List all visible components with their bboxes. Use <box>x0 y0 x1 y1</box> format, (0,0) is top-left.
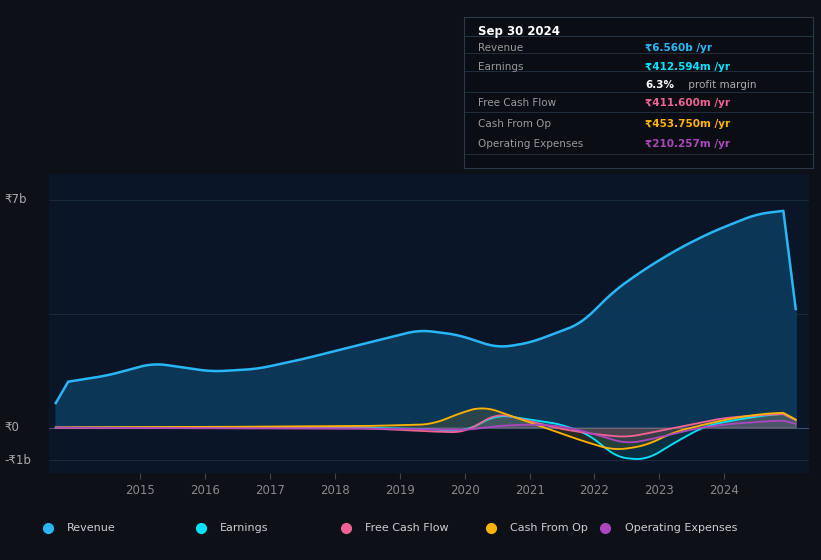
Text: ₹6.560b /yr: ₹6.560b /yr <box>645 43 713 53</box>
Text: Sep 30 2024: Sep 30 2024 <box>478 25 560 38</box>
Text: ₹7b: ₹7b <box>4 193 26 206</box>
Text: Free Cash Flow: Free Cash Flow <box>365 523 448 533</box>
Text: Operating Expenses: Operating Expenses <box>625 523 737 533</box>
Text: Free Cash Flow: Free Cash Flow <box>478 99 556 109</box>
Text: ₹0: ₹0 <box>4 421 19 434</box>
Text: ₹411.600m /yr: ₹411.600m /yr <box>645 99 731 109</box>
Text: Earnings: Earnings <box>478 62 523 72</box>
Text: Revenue: Revenue <box>478 43 523 53</box>
Text: ₹210.257m /yr: ₹210.257m /yr <box>645 138 731 148</box>
Text: 6.3%: 6.3% <box>645 80 674 90</box>
Text: Operating Expenses: Operating Expenses <box>478 138 583 148</box>
Text: Cash From Op: Cash From Op <box>510 523 588 533</box>
Text: ₹412.594m /yr: ₹412.594m /yr <box>645 62 731 72</box>
Text: Earnings: Earnings <box>220 523 268 533</box>
Text: -₹1b: -₹1b <box>4 454 31 466</box>
Text: ₹453.750m /yr: ₹453.750m /yr <box>645 119 731 129</box>
Text: Cash From Op: Cash From Op <box>478 119 551 129</box>
Text: Revenue: Revenue <box>67 523 116 533</box>
Text: profit margin: profit margin <box>686 80 757 90</box>
